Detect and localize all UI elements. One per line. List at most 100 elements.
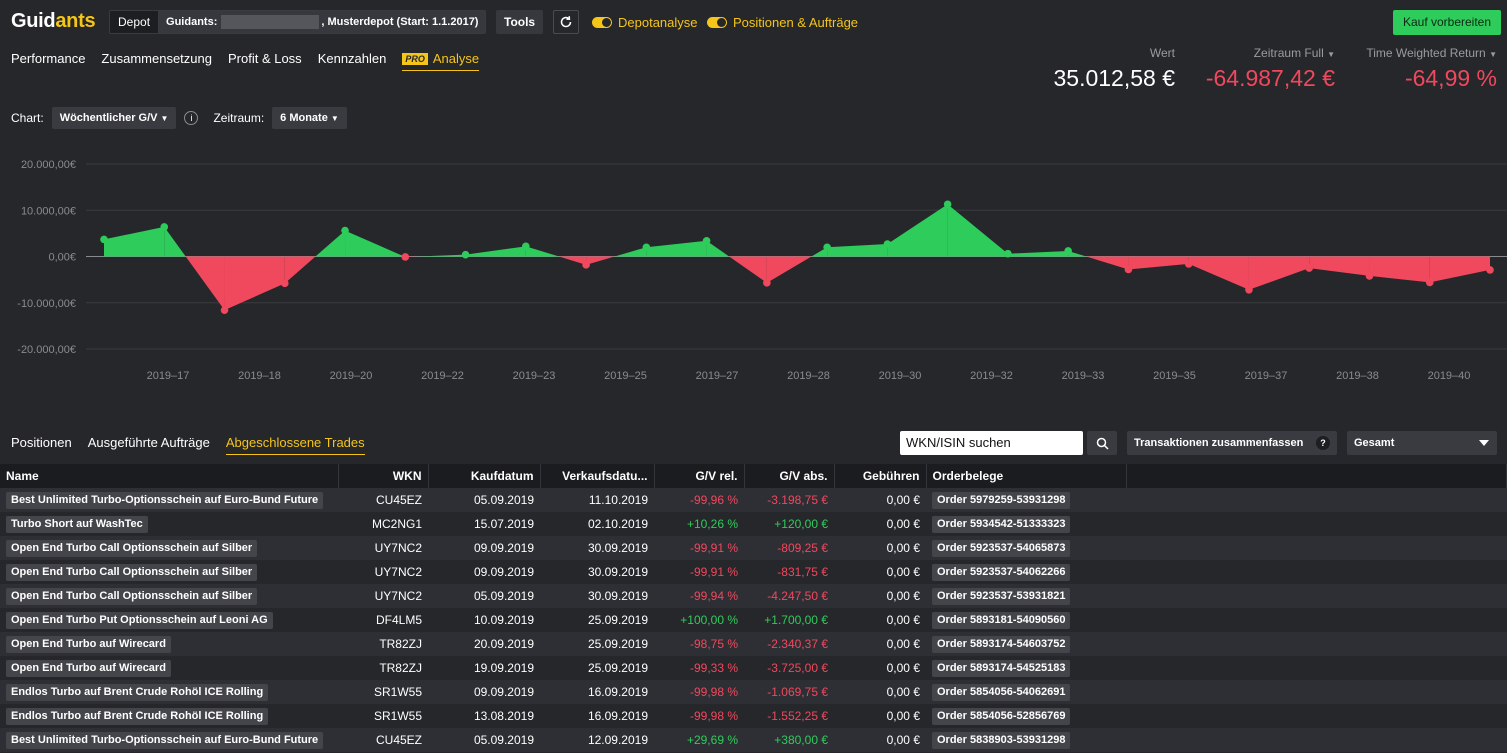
instrument-name-pill[interactable]: Best Unlimited Turbo-Optionsschein auf E… — [6, 491, 324, 509]
data-point[interactable] — [763, 279, 771, 287]
tab-abgeschlossene-trades[interactable]: Abgeschlossene Trades — [225, 435, 365, 455]
table-row[interactable]: Open End Turbo Call Optionsschein auf Si… — [0, 536, 1507, 560]
col-header-orderbelege[interactable]: Orderbelege — [926, 464, 1127, 488]
cell-spacer — [1126, 656, 1507, 680]
data-point[interactable] — [1486, 266, 1494, 274]
gesamt-dropdown[interactable]: Gesamt — [1347, 431, 1497, 455]
help-icon[interactable]: ? — [1316, 436, 1330, 450]
col-header-name[interactable]: Name — [0, 464, 339, 488]
cell-orderbeleg: Order 5923537-54065873 — [926, 536, 1126, 560]
toggle-positionen-auftraege[interactable]: Positionen & Aufträge — [707, 14, 858, 30]
cell-spacer — [1126, 704, 1507, 728]
instrument-name-pill[interactable]: Endlos Turbo auf Brent Crude Rohöl ICE R… — [6, 707, 269, 725]
table-row[interactable]: Endlos Turbo auf Brent Crude Rohöl ICE R… — [0, 704, 1507, 728]
col-header-gebuehren[interactable]: Gebühren — [834, 464, 927, 488]
col-header-wkn[interactable]: WKN — [338, 464, 429, 488]
col-header-kaufdatum[interactable]: Kaufdatum — [428, 464, 541, 488]
data-point[interactable] — [883, 240, 892, 248]
table-row[interactable]: Turbo Short auf WashTec MC2NG1 15.07.2019 0… — [0, 512, 1507, 536]
data-point[interactable] — [582, 261, 590, 269]
order-link[interactable]: Order 5923537-54065873 — [932, 539, 1071, 557]
data-point[interactable] — [1124, 265, 1133, 274]
instrument-name-pill[interactable]: Open End Turbo Put Optionsschein auf Leo… — [6, 611, 273, 629]
tab-kennzahlen[interactable]: Kennzahlen — [317, 51, 387, 66]
transaktionen-zusammenfassen-button[interactable]: Transaktionen zusammenfassen? — [1127, 431, 1337, 455]
table-row[interactable]: Open End Turbo auf Wirecard TR82ZJ 19.09.2… — [0, 656, 1507, 680]
data-point[interactable] — [220, 306, 229, 314]
depot-button[interactable]: Depot — [110, 11, 160, 33]
data-point[interactable] — [702, 236, 711, 245]
instrument-name-pill[interactable]: Open End Turbo Call Optionsschein auf Si… — [6, 539, 258, 557]
refresh-button[interactable] — [553, 10, 579, 34]
order-link[interactable]: Order 5923537-53931821 — [932, 587, 1071, 605]
order-link[interactable]: Order 5893174-54525183 — [932, 659, 1071, 677]
data-point[interactable] — [461, 250, 470, 259]
tools-button[interactable]: Tools — [496, 10, 544, 34]
table-row[interactable]: Best Unlimited Turbo-Optionsschein auf E… — [0, 728, 1507, 752]
wkn-isin-search-input[interactable]: WKN/ISIN suchen — [900, 431, 1083, 455]
table-row[interactable]: Best Unlimited Turbo-Optionsschein auf E… — [0, 488, 1507, 512]
col-header-gv-abs[interactable]: G/V abs. — [744, 464, 835, 488]
kpi-zeitraum-label[interactable]: Zeitraum Full ▼ — [1180, 46, 1335, 60]
data-point[interactable] — [341, 226, 349, 235]
instrument-name-pill[interactable]: Open End Turbo auf Wirecard — [6, 659, 171, 677]
data-point[interactable] — [522, 242, 530, 251]
order-link[interactable]: Order 5979259-53931298 — [932, 491, 1071, 509]
kauf-vorbereiten-button[interactable]: Kauf vorbereiten — [1393, 10, 1501, 35]
instrument-name-pill[interactable]: Open End Turbo Call Optionsschein auf Si… — [6, 563, 258, 581]
chart-type-dropdown[interactable]: Wöchentlicher G/V ▼ — [51, 107, 177, 129]
tab-analyse-label: Analyse — [432, 51, 480, 66]
order-link[interactable]: Order 5854056-54062691 — [932, 683, 1071, 701]
tab-analyse[interactable]: PRO Analyse — [402, 51, 480, 71]
tab-performance[interactable]: Performance — [11, 51, 86, 66]
table-row[interactable]: Open End Turbo Put Optionsschein auf Leo… — [0, 608, 1507, 632]
order-link[interactable]: Order 5893174-54603752 — [932, 635, 1071, 653]
kpi-twr-label[interactable]: Time Weighted Return ▼ — [1340, 46, 1497, 60]
x-tick-label: 2019–37 — [1245, 370, 1288, 382]
data-point[interactable] — [943, 200, 952, 209]
data-point[interactable] — [1305, 264, 1314, 272]
guidants-logo[interactable]: Guidants — [11, 10, 96, 33]
data-point[interactable] — [1245, 286, 1253, 294]
data-point[interactable] — [280, 279, 289, 288]
order-link[interactable]: Order 5923537-54062266 — [932, 563, 1071, 581]
order-link[interactable]: Order 5838903-53931298 — [932, 731, 1071, 749]
instrument-name-pill[interactable]: Open End Turbo auf Wirecard — [6, 635, 171, 653]
tab-zusammensetzung[interactable]: Zusammensetzung — [101, 51, 212, 66]
table-row[interactable]: Open End Turbo Call Optionsschein auf Si… — [0, 560, 1507, 584]
instrument-name-pill[interactable]: Open End Turbo Call Optionsschein auf Si… — [6, 587, 258, 605]
depot-selector[interactable]: Guidants: , Musterdepot (Start: 1.1.2017… — [159, 11, 486, 33]
data-point[interactable] — [642, 243, 651, 252]
data-point[interactable] — [823, 243, 831, 252]
tab-positionen[interactable]: Positionen — [11, 435, 72, 450]
tab-ausgefuehrte-auftraege[interactable]: Ausgeführte Aufträge — [87, 435, 210, 450]
search-button[interactable] — [1087, 431, 1117, 455]
cell-wkn: UY7NC2 — [338, 536, 428, 560]
cell-gv-abs: -1.552,25 € — [744, 704, 834, 728]
order-link[interactable]: Order 5854056-52856769 — [932, 707, 1071, 725]
instrument-name-pill[interactable]: Turbo Short auf WashTec — [6, 515, 148, 533]
data-point[interactable] — [1184, 260, 1193, 268]
data-point[interactable] — [160, 223, 169, 231]
instrument-name-pill[interactable]: Best Unlimited Turbo-Optionsschein auf E… — [6, 731, 324, 749]
gesamt-label: Gesamt — [1354, 437, 1395, 449]
instrument-name-pill[interactable]: Endlos Turbo auf Brent Crude Rohöl ICE R… — [6, 683, 269, 701]
data-point[interactable] — [1004, 249, 1012, 258]
tab-profit-loss[interactable]: Profit & Loss — [227, 51, 302, 66]
data-point[interactable] — [1425, 278, 1434, 287]
table-row[interactable]: Open End Turbo auf Wirecard TR82ZJ 20.09.2… — [0, 632, 1507, 656]
cell-kaufdatum: 05.09.2019 — [428, 728, 540, 752]
col-header-gv-rel[interactable]: G/V rel. — [654, 464, 745, 488]
table-row[interactable]: Open End Turbo Call Optionsschein auf Si… — [0, 584, 1507, 608]
info-icon[interactable]: i — [184, 111, 199, 125]
order-link[interactable]: Order 5934542-51333323 — [932, 515, 1071, 533]
data-point[interactable] — [100, 235, 108, 244]
data-point[interactable] — [1365, 272, 1374, 280]
order-link[interactable]: Order 5893181-54090560 — [932, 611, 1071, 629]
data-point[interactable] — [401, 253, 410, 261]
zeitraum-dropdown[interactable]: 6 Monate ▼ — [272, 107, 347, 129]
data-point[interactable] — [1064, 247, 1072, 255]
table-row[interactable]: Endlos Turbo auf Brent Crude Rohöl ICE R… — [0, 680, 1507, 704]
col-header-verkaufsdatum[interactable]: Verkaufsdatu... — [540, 464, 655, 488]
toggle-depotanalyse[interactable]: Depotanalyse — [592, 14, 698, 30]
